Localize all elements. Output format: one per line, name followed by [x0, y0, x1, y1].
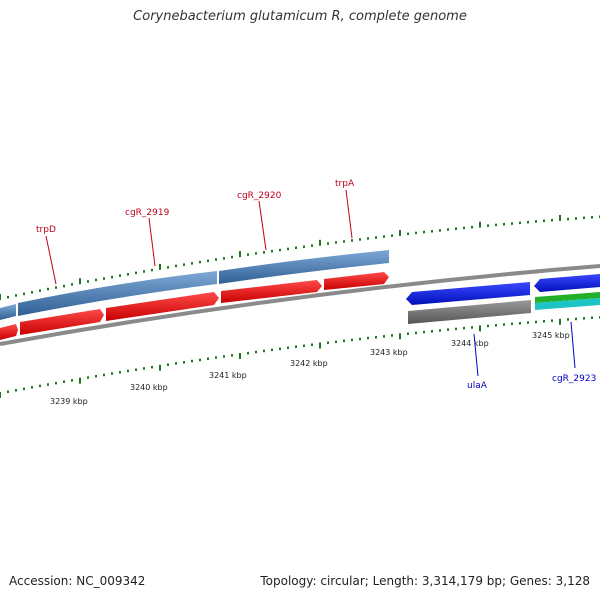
tick-label-3241: 3241 kbp — [209, 371, 247, 380]
outer-tick-ring — [0, 214, 600, 300]
gene-label-cgR_2919: cgR_2919 — [125, 208, 170, 218]
gene-label-trpD: trpD — [36, 225, 56, 235]
inner-tick-ring — [0, 316, 600, 398]
accession-label: Accession: NC_009342 — [9, 574, 146, 588]
gray-block — [408, 300, 531, 324]
cds-arrow-0 — [0, 324, 18, 340]
page-title: Corynebacterium glutamicum R, complete g… — [133, 9, 467, 24]
tick-label-3239: 3239 kbp — [50, 397, 88, 406]
gene-block-cgR2920-trpA — [219, 250, 389, 284]
tick-label-3244: 3244 kbp — [451, 339, 489, 348]
reverse-cds-ulaA — [406, 282, 530, 305]
gene-block-trpD-cgR2919 — [18, 271, 217, 316]
cds-arrow-3 — [221, 280, 322, 303]
gene-label-trpA: trpA — [335, 179, 355, 189]
tick-label-3242: 3242 kbp — [290, 359, 328, 368]
tick-label-3243: 3243 kbp — [370, 348, 408, 357]
reverse-cds-cgR2923 — [534, 274, 600, 292]
leader-cgR_2923 — [570, 321, 576, 369]
leader-cgR_2920 — [258, 200, 267, 251]
cds-arrow-1 — [20, 309, 104, 335]
gene-label-cgR_2923: cgR_2923 — [552, 374, 596, 384]
gene-block-left — [0, 304, 16, 320]
leader-ulaA — [473, 333, 479, 377]
tick-label-3245: 3245 kbp — [532, 331, 570, 340]
backbone-line — [0, 264, 600, 346]
genome-summary: Topology: circular; Length: 3,314,179 bp… — [260, 574, 590, 588]
teal-block — [535, 298, 600, 310]
cds-arrow-2 — [106, 292, 219, 321]
gene-label-ulaA: ulaA — [467, 381, 488, 391]
leader-cgR_2919 — [148, 217, 156, 267]
green-block — [535, 292, 600, 303]
leader-trpD — [45, 235, 57, 285]
leader-trpA — [345, 189, 353, 239]
cds-arrow-4 — [324, 272, 389, 290]
gene-label-cgR_2920: cgR_2920 — [237, 191, 282, 201]
tick-label-3240: 3240 kbp — [130, 383, 168, 392]
